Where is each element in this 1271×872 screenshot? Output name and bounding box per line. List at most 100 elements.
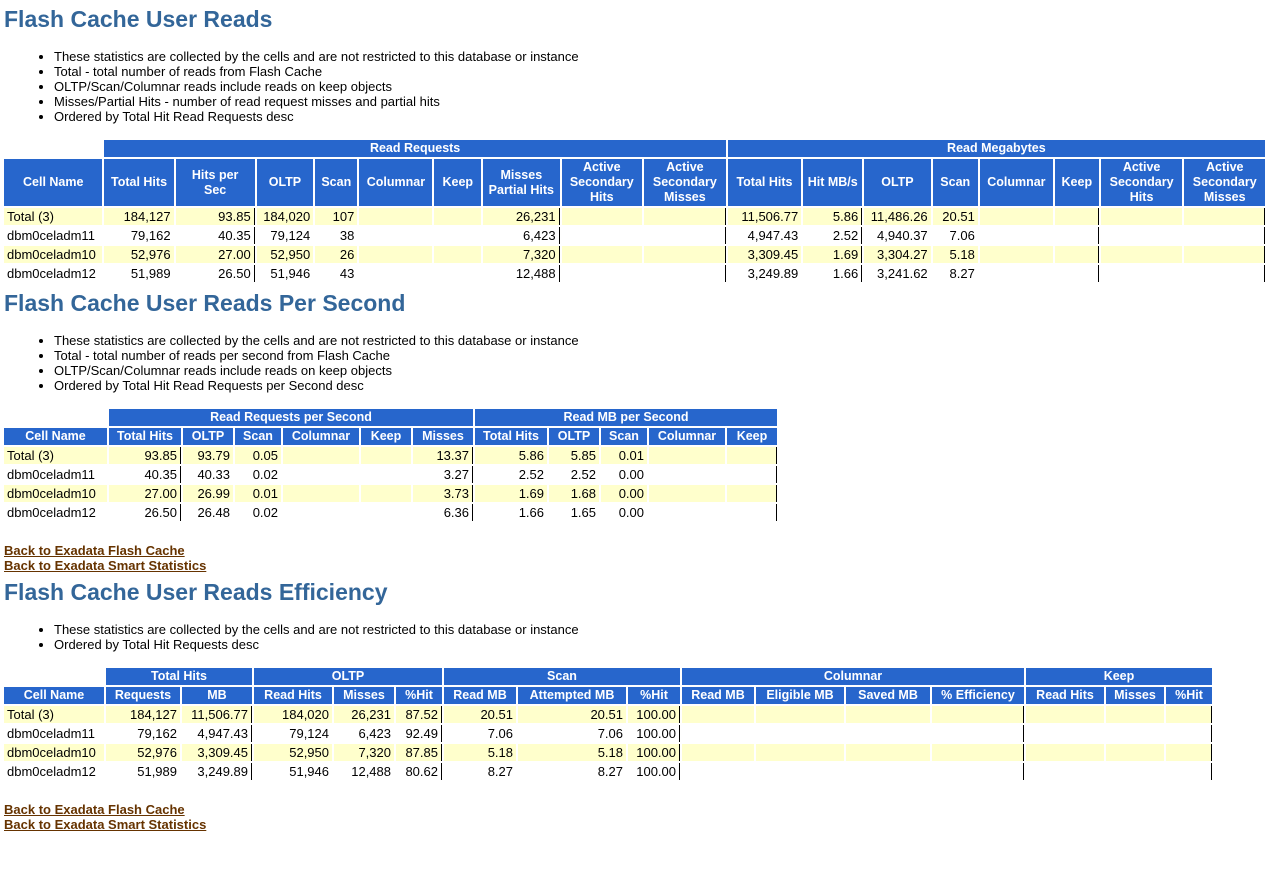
cell-name: dbm0celadm12 [7, 505, 96, 520]
table-row: dbm0celadm12 51,989 26.50 51,946 43 12,488 3,2… [4, 265, 1265, 282]
cell-name: dbm0celadm10 [4, 744, 104, 761]
table-cell: 13.37 [413, 447, 473, 464]
cell-name: dbm0celadm10 [4, 246, 103, 263]
column-header: Active Secondary Misses [1184, 159, 1265, 206]
table-cell: 51,946 [270, 266, 311, 281]
table-cell: 26.48 [197, 505, 230, 520]
table-cell: 52,976 [104, 246, 174, 263]
table-cell [932, 763, 1024, 780]
table-cell: 1.69 [803, 246, 863, 263]
note-item: These statistics are collected by the ce… [54, 622, 1267, 637]
column-header: Columnar [979, 159, 1053, 206]
report: Flash Cache User Reads These statistics … [4, 3, 1267, 832]
table-cell: 1.69 [475, 485, 547, 502]
table-row: Total (3) 184,127 11,506.77 184,020 26,231 87… [4, 706, 1212, 723]
column-header: Scan [601, 428, 647, 445]
table-row: Total (3) 184,127 93.85 184,020 107 26,231 11,… [4, 208, 1265, 225]
back-to-smart-statistics-link[interactable]: Back to Exadata Smart Statistics [4, 817, 207, 832]
table-cell: 2.52 [570, 467, 596, 482]
back-links: Back to Exadata Flash Cache Back to Exad… [4, 802, 1267, 832]
group-header [4, 668, 104, 685]
table-row: dbm0celadm12 51,989 3,249.89 51,946 12,488 80… [4, 763, 1212, 780]
section-flash-cache-user-reads-per-second: Flash Cache User Reads Per Second These … [4, 287, 1267, 573]
table-cell [1054, 208, 1099, 225]
table-cell [283, 466, 359, 483]
column-header: Keep [361, 428, 411, 445]
table-cell [846, 744, 930, 761]
table-cell: 2.52 [803, 227, 863, 244]
user-reads-efficiency-table: Total Hits OLTP Scan Columnar Keep Cell Name R… [2, 666, 1214, 782]
cell-name: dbm0celadm11 [7, 467, 95, 482]
table-cell: 1.65 [570, 505, 596, 520]
back-to-flash-cache-link[interactable]: Back to Exadata Flash Cache [4, 543, 185, 558]
table-cell [361, 485, 411, 502]
column-header: Total Hits [109, 428, 181, 445]
table-cell: 100.00 [628, 706, 680, 723]
column-header: Hit MB/s [803, 159, 863, 206]
table-cell [1055, 227, 1099, 244]
cell-name: dbm0celadm11 [7, 726, 95, 741]
table-cell: 107 [315, 208, 358, 225]
back-to-flash-cache-link[interactable]: Back to Exadata Flash Cache [4, 802, 185, 817]
column-header: OLTP [256, 159, 314, 206]
table-cell [1166, 725, 1212, 742]
table-cell: 93.79 [183, 447, 233, 464]
column-header-row: Cell Name Requests MB Read Hits Misses %Hit Re… [4, 687, 1212, 704]
table-cell [756, 706, 844, 723]
table-cell: 12,488 [483, 265, 560, 282]
table-cell: 26.99 [183, 485, 233, 502]
table-cell [1106, 763, 1164, 780]
table-cell [1026, 763, 1104, 780]
table-cell [932, 725, 1024, 742]
table-cell [1184, 208, 1265, 225]
back-to-smart-statistics-link[interactable]: Back to Exadata Smart Statistics [4, 558, 207, 573]
table-cell: 43 [339, 266, 355, 281]
table-cell [756, 744, 844, 761]
table-cell: 87.85 [396, 744, 442, 761]
table-cell [682, 744, 754, 761]
table-cell: 4,947.43 [747, 228, 799, 243]
cell-name: dbm0celadm11 [7, 228, 95, 243]
cell-name: Total (3) [4, 706, 104, 723]
table-cell [979, 208, 1053, 225]
table-cell [682, 706, 754, 723]
table-cell [1100, 208, 1183, 225]
back-links: Back to Exadata Flash Cache Back to Exad… [4, 543, 1267, 573]
table-row: dbm0celadm11 79,162 40.35 79,124 38 6,423 4,94… [4, 227, 1265, 244]
table-cell [283, 485, 359, 502]
table-cell: 3,249.89 [182, 763, 252, 780]
table-cell [359, 208, 433, 225]
table-cell: 20.51 [518, 706, 626, 723]
group-header [4, 140, 102, 157]
column-header: Columnar [283, 428, 359, 445]
group-header: Scan [444, 668, 680, 685]
table-cell: 20.51 [444, 706, 516, 723]
table-cell [643, 246, 726, 263]
table-cell: 26,231 [483, 208, 560, 225]
table-cell [980, 265, 1053, 282]
table-cell: 8.27 [949, 266, 975, 281]
section-flash-cache-user-reads-efficiency: Flash Cache User Reads Efficiency These … [4, 576, 1267, 832]
table-cell [1184, 246, 1265, 263]
table-cell: 8.27 [597, 764, 623, 779]
note-item: OLTP/Scan/Columnar reads include reads o… [54, 79, 1267, 94]
table-cell: 27.00 [175, 246, 255, 263]
table-cell: 3.73 [413, 485, 473, 502]
table-row: dbm0celadm10 27.00 26.99 0.01 3.73 1.69 1.68 0.… [4, 485, 777, 502]
column-header: Total Hits [727, 159, 802, 206]
table-cell [283, 504, 359, 521]
column-header: Total Hits [104, 159, 174, 206]
section-title: Flash Cache User Reads [4, 6, 273, 32]
column-header: Columnar [649, 428, 725, 445]
section-flash-cache-user-reads: Flash Cache User Reads These statistics … [4, 3, 1267, 284]
note-item: Misses/Partial Hits - number of read req… [54, 94, 1267, 109]
group-header: Read Megabytes [727, 140, 1265, 157]
table-cell: 5.85 [549, 447, 599, 464]
table-cell: 4,940.37 [877, 228, 928, 243]
table-cell: 26.50 [109, 504, 181, 521]
table-cell [434, 246, 482, 263]
table-cell [1026, 744, 1104, 761]
table-cell [359, 227, 432, 244]
column-header: %Hit [1166, 687, 1212, 704]
user-reads-table: Read Requests Read Megabytes Cell Name Tota… [2, 138, 1267, 284]
